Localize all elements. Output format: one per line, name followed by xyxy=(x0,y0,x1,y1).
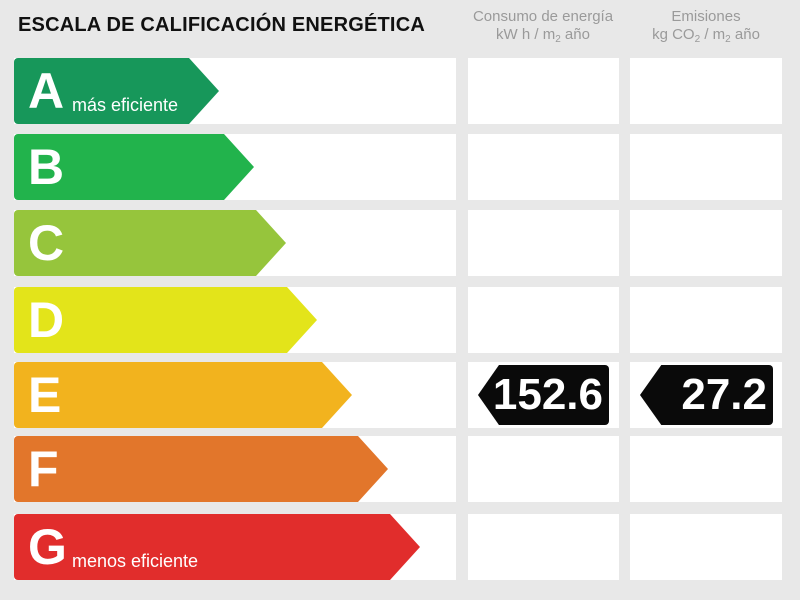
rating-bar-cell: F xyxy=(14,436,456,502)
rating-arrow-d: D xyxy=(14,287,317,353)
page-title: ESCALA DE CALIFICACIÓN ENERGÉTICA xyxy=(18,14,425,36)
rating-letter: A xyxy=(28,63,65,119)
emisiones-cell xyxy=(630,210,782,276)
emisiones-cell: 27.2 xyxy=(630,362,782,428)
consumo-cell xyxy=(468,436,619,502)
emisiones-cell xyxy=(630,287,782,353)
rating-arrow-f: F xyxy=(14,436,388,502)
rating-bar-cell: C xyxy=(14,210,456,276)
consumo-cell: 152.6 xyxy=(468,362,619,428)
rating-letter: E xyxy=(28,367,62,423)
rating-arrow-e: E xyxy=(14,362,352,428)
consumo-cell xyxy=(468,134,619,200)
rating-arrow-c: C xyxy=(14,210,286,276)
emisiones-cell xyxy=(630,58,782,124)
rating-row-c: C xyxy=(0,210,800,276)
rating-row-e: E 152.6 27.2 xyxy=(0,362,800,428)
emisiones-cell xyxy=(630,436,782,502)
consumo-cell xyxy=(468,514,619,580)
rating-letter: F xyxy=(28,441,59,497)
rating-letter: C xyxy=(28,215,65,271)
rating-letter: G xyxy=(28,519,67,575)
consumo-cell xyxy=(468,287,619,353)
emisiones-value-badge: 27.2 xyxy=(640,365,773,425)
rating-letter: B xyxy=(28,139,65,195)
rating-row-d: D xyxy=(0,287,800,353)
rating-row-b: B xyxy=(0,134,800,200)
consumo-cell xyxy=(468,58,619,124)
emisiones-header-unit: kg CO2 / m2 año xyxy=(652,26,760,45)
emisiones-cell xyxy=(630,514,782,580)
rating-bar-cell: B xyxy=(14,134,456,200)
emisiones-column-header: Emisiones kg CO2 / m2 año xyxy=(630,8,782,45)
rating-caption: menos eficiente xyxy=(72,551,199,571)
rating-caption: más eficiente xyxy=(72,95,179,115)
consumo-value-badge: 152.6 xyxy=(478,365,609,425)
rating-row-f: F xyxy=(0,436,800,502)
consumo-header-unit: kW h / m2 año xyxy=(496,26,590,45)
emisiones-header-label: Emisiones xyxy=(671,8,741,25)
rating-arrow-b: B xyxy=(14,134,254,200)
emisiones-cell xyxy=(630,134,782,200)
rating-bar-cell: D xyxy=(14,287,456,353)
rating-letter: D xyxy=(28,292,65,348)
watermark-logo: habitaclia xyxy=(334,282,454,312)
consumo-cell xyxy=(468,210,619,276)
consumo-column-header: Consumo de energía kW h / m2 año xyxy=(466,8,620,45)
consumo-header-label: Consumo de energía xyxy=(472,8,614,25)
rating-bar-cell: E xyxy=(14,362,456,428)
